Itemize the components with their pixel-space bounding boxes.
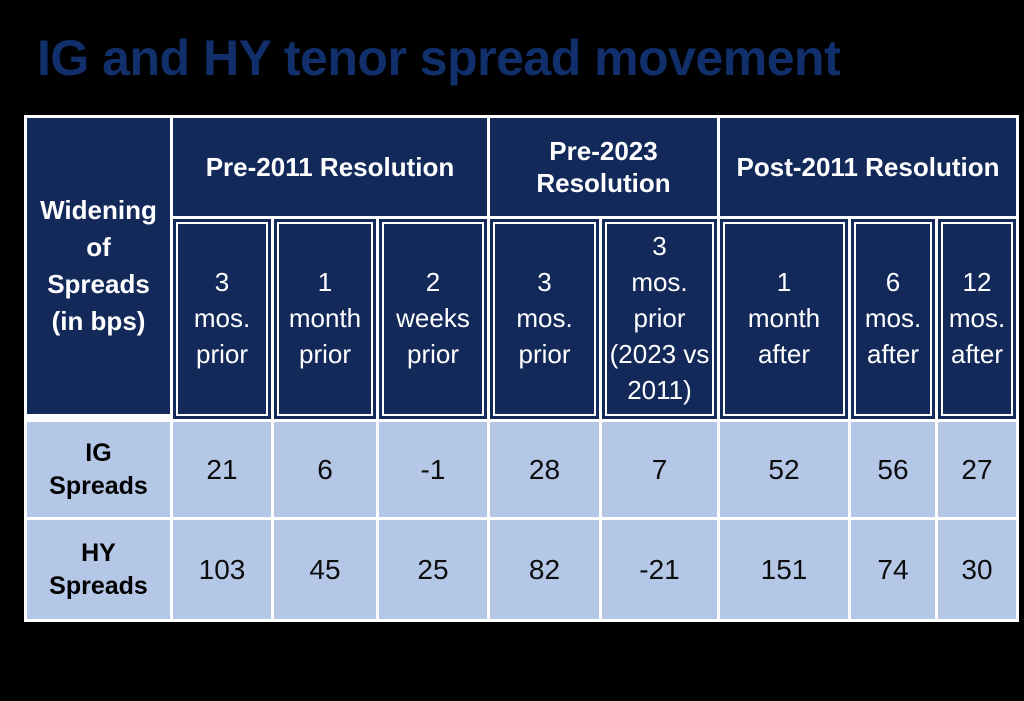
row-label-ig-spreads: IG Spreads [27, 422, 170, 517]
sub-header-post2011-1-month-after: 1 month after [720, 219, 848, 419]
sub-header-label: 1 month after [723, 222, 845, 416]
value-cell: 82 [490, 520, 599, 619]
row-label-hy-spreads: HY Spreads [27, 520, 170, 619]
value-cell: 7 [602, 422, 717, 517]
value-cell: 103 [173, 520, 271, 619]
value-cell: -1 [379, 422, 487, 517]
value-cell: 21 [173, 422, 271, 517]
value-cell: 151 [720, 520, 848, 619]
value-cell: -21 [602, 520, 717, 619]
value-cell: 27 [938, 422, 1016, 517]
sub-header-post2011-6-mos-after: 6 mos. after [851, 219, 935, 419]
sub-header-pre2023-3-mos-prior: 3 mos. prior [490, 219, 599, 419]
group-header-pre-2011-resolution: Pre-2011 Resolution [173, 118, 487, 216]
spreads-table: Widening of Spreads (in bps) Pre-2011 Re… [24, 115, 1019, 622]
sub-header-label: 2 weeks prior [382, 222, 484, 416]
value-cell: 6 [274, 422, 376, 517]
value-cell: 25 [379, 520, 487, 619]
sub-header-pre2011-3-mos-prior: 3 mos. prior [173, 219, 271, 419]
sub-header-pre2011-2-weeks-prior: 2 weeks prior [379, 219, 487, 419]
sub-header-label: 1 month prior [277, 222, 373, 416]
value-cell: 52 [720, 422, 848, 517]
sub-header-post2011-12-mos-after: 12 mos. after [938, 219, 1016, 419]
value-cell: 30 [938, 520, 1016, 619]
corner-header-widening-of-spreads: Widening of Spreads (in bps) [27, 118, 170, 419]
sub-header-label: 6 mos. after [854, 222, 932, 416]
sub-header-pre2023-3-mos-prior-2023-vs-2011: 3 mos. prior (2023 vs 2011) [602, 219, 717, 419]
value-cell: 74 [851, 520, 935, 619]
value-cell: 28 [490, 422, 599, 517]
page-title: IG and HY tenor spread movement [37, 30, 841, 86]
group-header-pre-2023-resolution: Pre-2023 Resolution [490, 118, 717, 216]
sub-header-label: 3 mos. prior [176, 222, 268, 416]
sub-header-pre2011-1-month-prior: 1 month prior [274, 219, 376, 419]
sub-header-label: 3 mos. prior (2023 vs 2011) [605, 222, 714, 416]
value-cell: 56 [851, 422, 935, 517]
group-header-post-2011-resolution: Post-2011 Resolution [720, 118, 1016, 216]
value-cell: 45 [274, 520, 376, 619]
sub-header-label: 3 mos. prior [493, 222, 596, 416]
sub-header-label: 12 mos. after [941, 222, 1013, 416]
